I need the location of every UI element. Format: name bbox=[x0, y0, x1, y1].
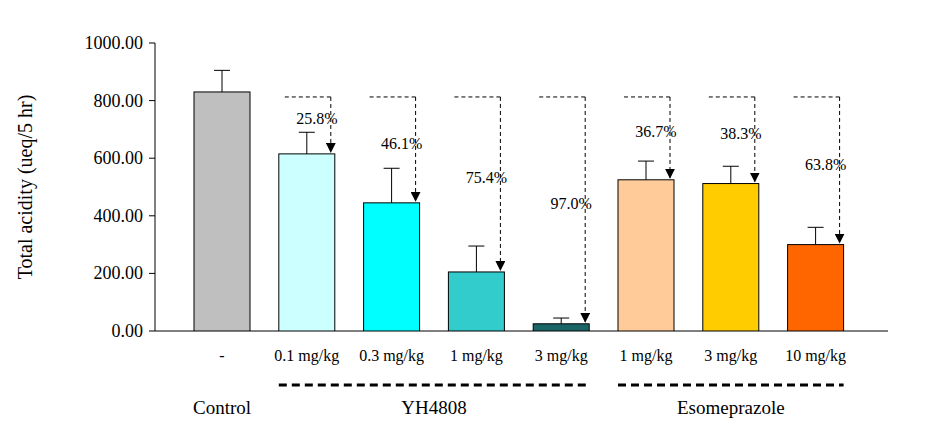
error-bar bbox=[723, 166, 739, 183]
y-tick-label: 1000.00 bbox=[85, 33, 144, 53]
y-tick-label: 400.00 bbox=[94, 206, 144, 226]
y-tick-label: 200.00 bbox=[94, 263, 144, 283]
y-axis bbox=[155, 43, 156, 331]
group-label: Esomeprazole bbox=[677, 397, 785, 418]
reduction-label: 38.3% bbox=[720, 125, 761, 142]
reduction-label: 75.4% bbox=[466, 169, 507, 186]
error-bar bbox=[468, 246, 484, 272]
reduction-label: 97.0% bbox=[551, 195, 592, 212]
reduction-label: 36.7% bbox=[635, 123, 676, 140]
y-tick bbox=[149, 273, 155, 274]
y-tick bbox=[149, 158, 155, 159]
y-tick-label: 800.00 bbox=[94, 91, 144, 111]
x-tick-label: 0.3 mg/kg bbox=[359, 347, 424, 365]
x-axis bbox=[155, 331, 888, 332]
group-bracket bbox=[279, 384, 589, 387]
y-tick bbox=[149, 43, 155, 44]
error-bar bbox=[638, 161, 654, 180]
x-tick-label: 3 mg/kg bbox=[535, 347, 588, 365]
error-bar bbox=[299, 132, 315, 154]
reduction-label: 25.8% bbox=[296, 110, 337, 127]
bar bbox=[788, 245, 844, 331]
bar bbox=[618, 180, 674, 331]
x-tick-label: 1 mg/kg bbox=[620, 347, 673, 365]
error-bar bbox=[553, 318, 569, 324]
error-bar bbox=[384, 168, 400, 203]
y-tick-label: 600.00 bbox=[94, 148, 144, 168]
y-axis-title: Total acidity (ueq/5 hr) bbox=[14, 95, 37, 280]
reduction-label: 63.8% bbox=[805, 156, 846, 173]
group-label: YH4808 bbox=[401, 397, 466, 418]
x-tick-label: 10 mg/kg bbox=[785, 347, 846, 365]
bar bbox=[364, 203, 420, 331]
group-label: Control bbox=[193, 397, 251, 418]
y-tick bbox=[149, 215, 155, 216]
y-tick-label: 0.00 bbox=[112, 321, 144, 341]
y-tick bbox=[149, 331, 155, 332]
y-tick bbox=[149, 100, 155, 101]
x-tick-label: 3 mg/kg bbox=[704, 347, 757, 365]
bar bbox=[533, 324, 589, 331]
group-bracket bbox=[618, 384, 844, 387]
error-bar bbox=[808, 227, 824, 244]
bar bbox=[279, 154, 335, 331]
bar bbox=[703, 184, 759, 331]
x-tick-label: - bbox=[219, 347, 224, 364]
reduction-label: 46.1% bbox=[381, 135, 422, 152]
error-bar bbox=[214, 70, 230, 92]
x-tick-label: 0.1 mg/kg bbox=[274, 347, 339, 365]
bar bbox=[194, 92, 250, 331]
chart: 0.00 200.00 400.00 600.00 800.00 1000.00 Total… bbox=[0, 0, 925, 442]
x-tick-label: 1 mg/kg bbox=[450, 347, 503, 365]
bars bbox=[194, 70, 844, 331]
bar bbox=[448, 272, 504, 331]
